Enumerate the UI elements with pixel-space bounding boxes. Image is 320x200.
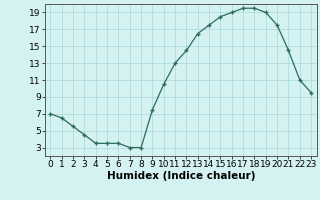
- X-axis label: Humidex (Indice chaleur): Humidex (Indice chaleur): [107, 171, 255, 181]
